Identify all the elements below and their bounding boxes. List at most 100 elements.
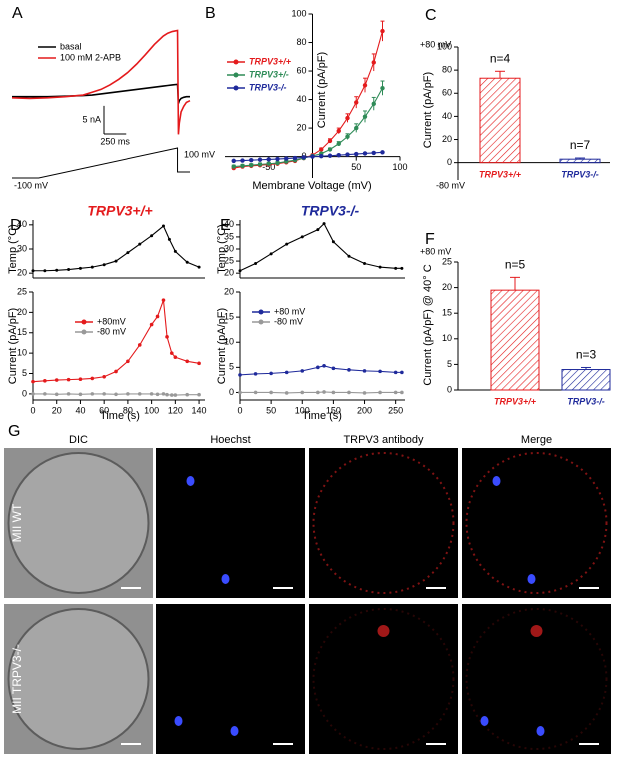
y-tick-label: 40 [442, 111, 452, 121]
protocol-label: 100 mV [184, 149, 215, 159]
data-point [66, 392, 71, 396]
y-tick-label: 60 [442, 88, 452, 98]
x-tick-label: -50 [262, 162, 275, 172]
x-tick-label: 50 [351, 162, 361, 172]
data-point [316, 228, 320, 232]
y-tick-label: 60 [296, 65, 306, 75]
data-point [169, 351, 174, 355]
data-point [371, 101, 376, 107]
y-tick-label: 20 [442, 134, 452, 144]
panel-letter: A [12, 5, 23, 22]
y-axis-label: Current (pA/pF) [7, 308, 19, 384]
data-point [362, 369, 367, 373]
data-point [78, 266, 82, 270]
data-point [257, 157, 263, 162]
data-point [347, 368, 351, 372]
signal-spot [530, 625, 543, 637]
y-tick-label: 5 [447, 359, 452, 369]
micrograph [309, 448, 458, 598]
panel-letter: B [205, 5, 216, 22]
y-tick-label: 30 [17, 243, 27, 253]
y-tick-label: 5 [22, 368, 27, 378]
y-tick-label: 5 [229, 362, 234, 372]
data-point [138, 242, 142, 246]
legend-marker [233, 59, 239, 65]
data-point [161, 224, 165, 228]
data-point [285, 242, 289, 246]
x-tick-label: 100 [295, 405, 310, 415]
data-point [322, 390, 326, 394]
oocyte [7, 452, 150, 594]
data-point [362, 151, 368, 156]
y-tick-label: 80 [442, 65, 452, 75]
data-point [354, 100, 359, 105]
data-point [269, 390, 273, 395]
data-point [43, 269, 47, 273]
column-header: DIC [69, 434, 88, 446]
annotation: -80 mV [436, 180, 465, 190]
dna-stain [492, 476, 501, 486]
series-line [32, 299, 200, 383]
legend-label: +80 mV [274, 306, 305, 316]
data-point [269, 371, 273, 376]
y-axis-label: Temp (°C) [216, 224, 228, 274]
voltage-protocol [12, 147, 190, 179]
data-point [319, 153, 324, 159]
x-tick-label: 250 [388, 405, 403, 415]
y-tick-label: 35 [224, 231, 234, 241]
data-point [185, 359, 190, 364]
data-point [380, 28, 385, 34]
data-point [327, 147, 333, 152]
y-tick-label: 80 [296, 37, 306, 47]
data-point [150, 234, 154, 238]
data-point [253, 372, 258, 376]
x-tick-label: 20 [52, 405, 62, 415]
panel-letter: C [425, 7, 437, 24]
y-tick-label: 40 [224, 219, 234, 229]
micrograph [462, 448, 611, 598]
data-point [173, 249, 177, 253]
micrograph [156, 448, 305, 598]
data-point [275, 160, 280, 166]
legend-marker [233, 85, 239, 91]
data-point [378, 265, 382, 269]
x-tick-label: 100 [392, 162, 407, 172]
legend-label: TRPV3+/- [249, 69, 289, 79]
chart-title: TRPV3+/+ [87, 203, 152, 219]
data-point [43, 379, 47, 383]
y-tick-label: 0 [22, 388, 27, 398]
series-line [240, 391, 402, 394]
bar-label: n=7 [570, 138, 591, 152]
y-tick-label: 0 [229, 387, 234, 397]
data-point [345, 134, 350, 139]
membrane-signal [312, 452, 455, 594]
x-tick-label: TRPV3-/- [567, 396, 605, 406]
data-point [380, 85, 385, 91]
data-point [266, 161, 271, 166]
current-trace [12, 83, 190, 104]
data-point [31, 392, 35, 396]
legend-marker [233, 72, 239, 78]
data-point [240, 163, 245, 169]
panel-letter: D [10, 217, 22, 234]
data-point [336, 141, 341, 146]
data-point [137, 392, 142, 396]
legend-marker [258, 319, 264, 325]
data-point [231, 158, 236, 164]
scale-bar-label: 250 ms [100, 136, 130, 146]
legend-marker [81, 329, 87, 335]
data-point [345, 115, 350, 121]
data-point [197, 392, 201, 397]
data-point [394, 266, 398, 270]
bar [490, 289, 540, 391]
data-point [292, 155, 298, 161]
signal-spot [377, 625, 390, 637]
data-point [185, 260, 189, 264]
data-point [301, 155, 306, 160]
data-point [114, 392, 118, 397]
data-point [354, 151, 359, 157]
series-line [239, 365, 402, 376]
series-line [33, 225, 200, 272]
membrane-signal [312, 608, 455, 750]
